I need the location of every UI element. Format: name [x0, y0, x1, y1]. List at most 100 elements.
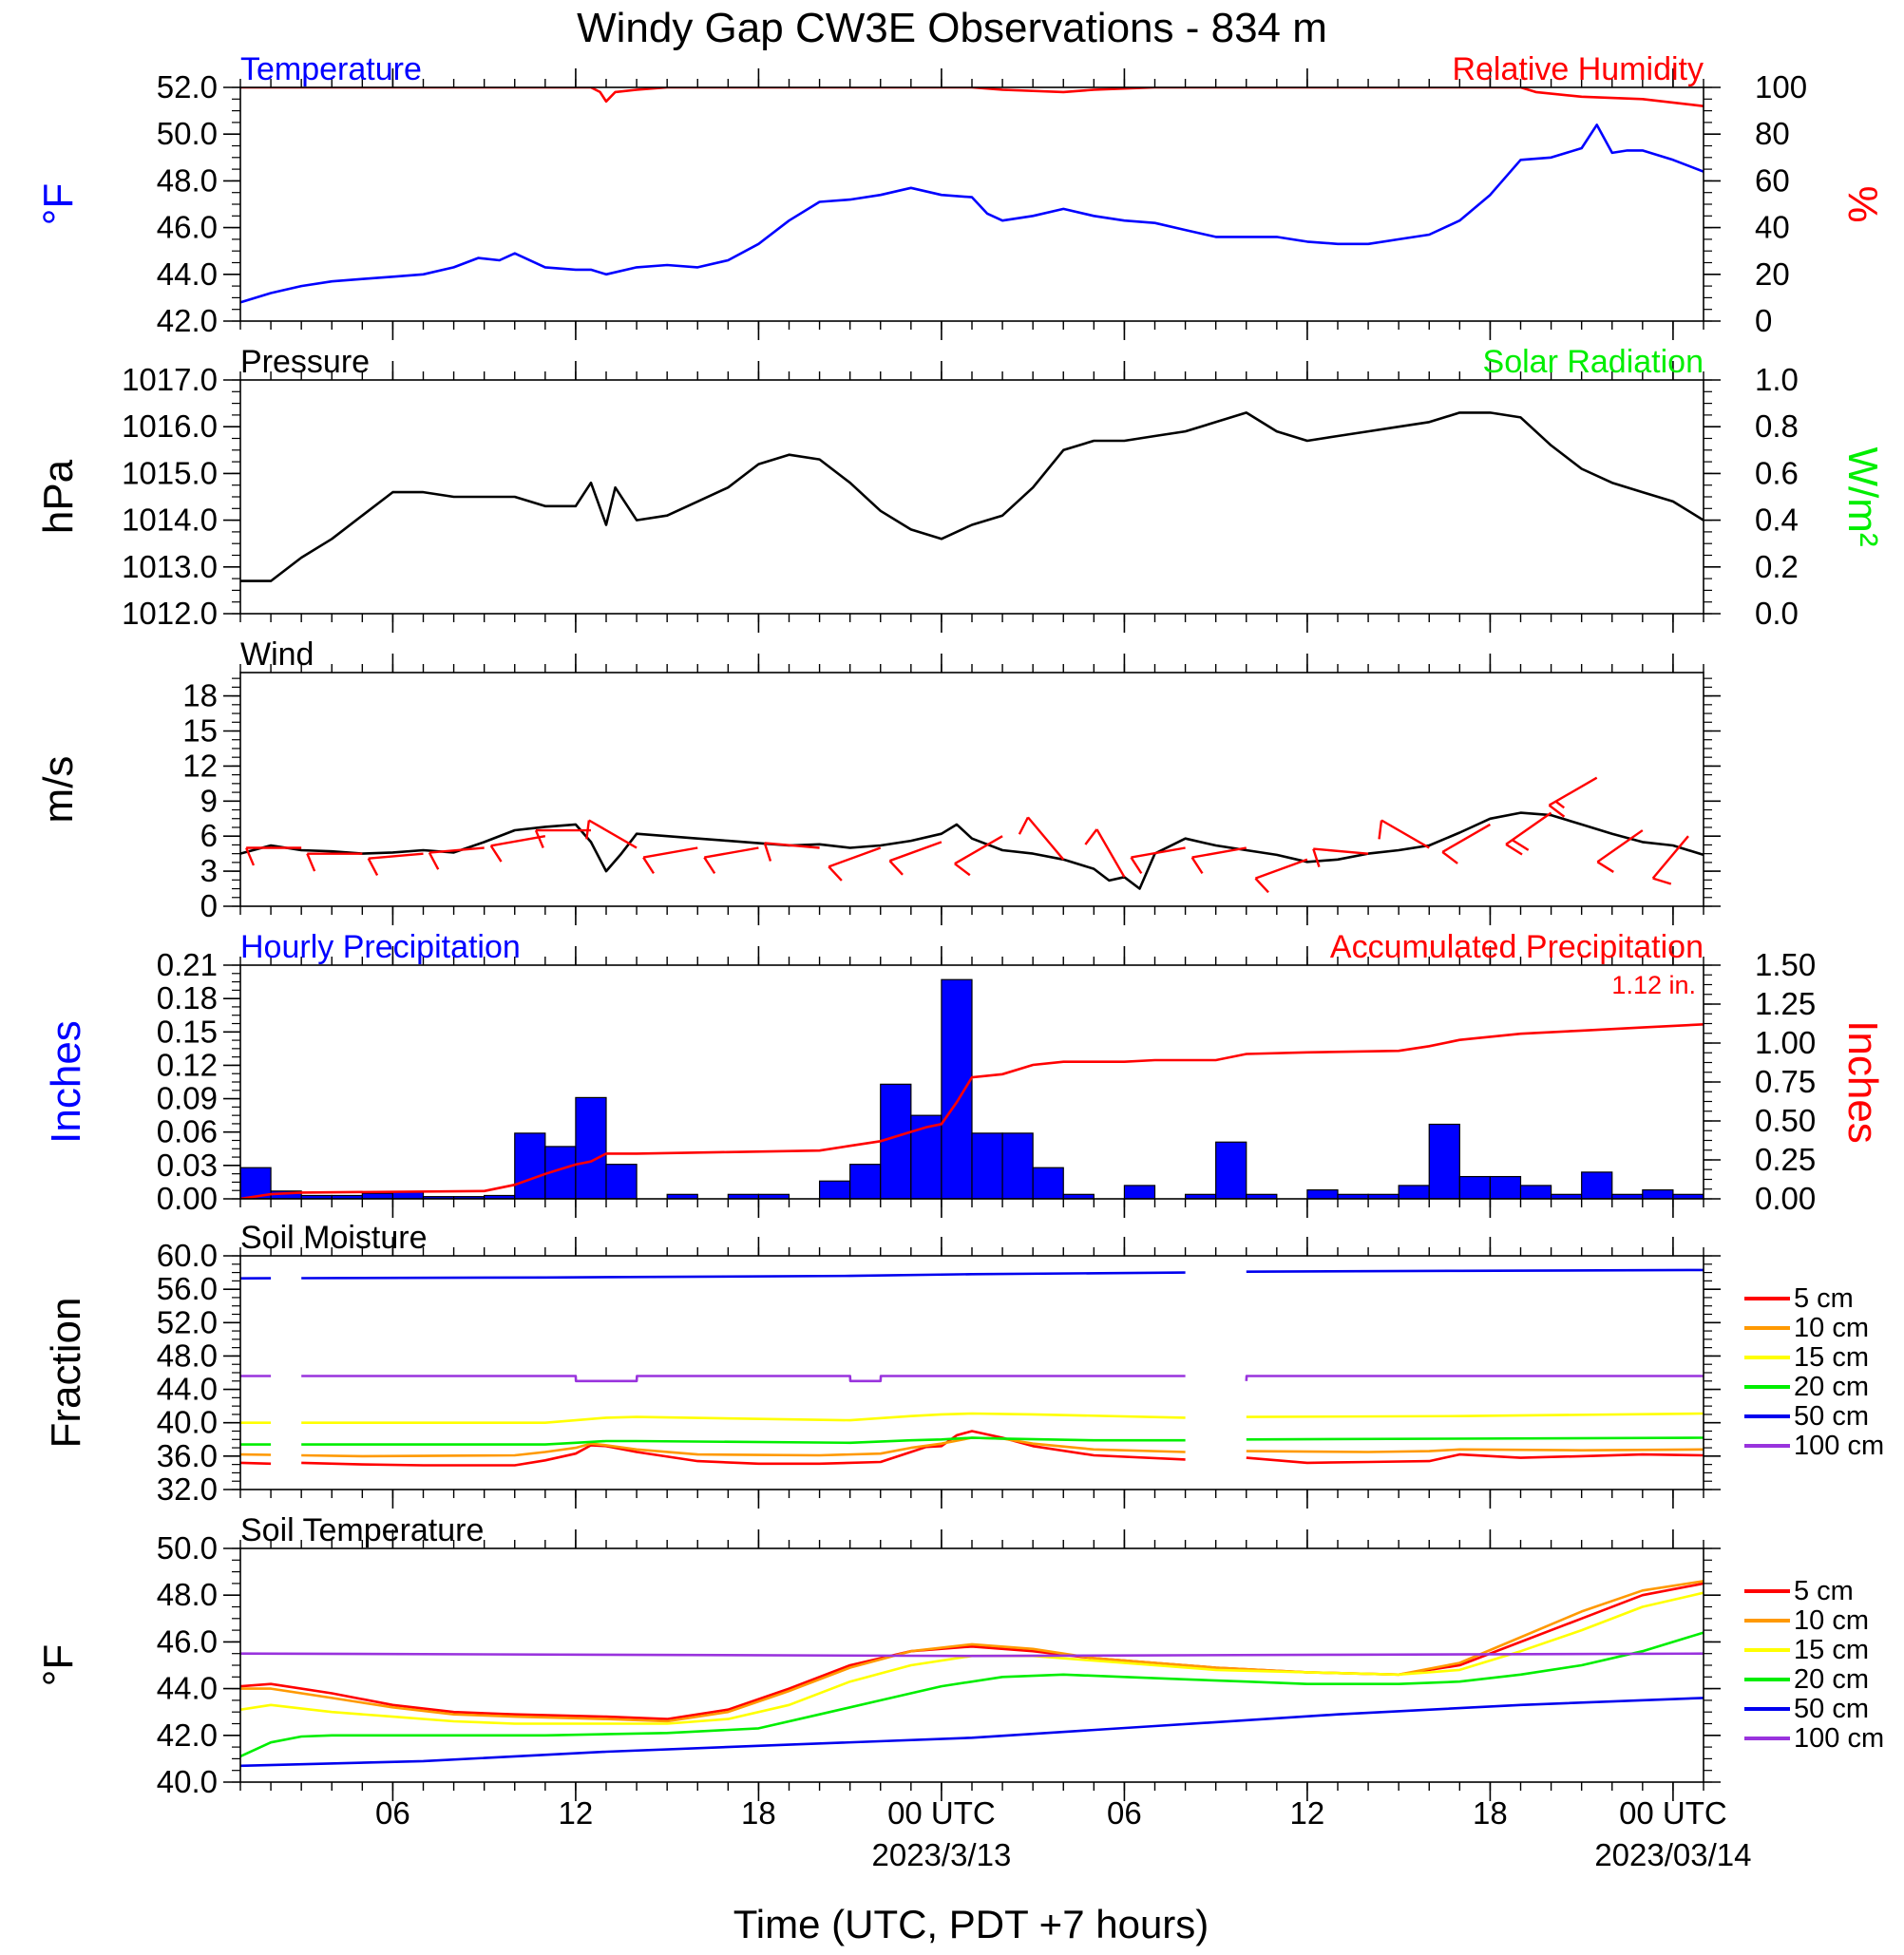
y-tick-label: 32.0 — [157, 1471, 218, 1507]
y-axis-label: °F — [35, 183, 82, 225]
plot-area — [240, 811, 1704, 890]
temp-rh-series-line — [240, 123, 1704, 304]
precip-bar — [1519, 1185, 1552, 1199]
panel-right-title: Solar Radiation — [1483, 344, 1704, 380]
y2-tick-label: 80 — [1755, 116, 1790, 151]
x-axis-title: Time (UTC, PDT +7 hours) — [733, 1902, 1209, 1946]
y-tick-label: 42.0 — [157, 1718, 218, 1753]
wind-barb-staff — [889, 841, 942, 863]
y-tick-label: 36.0 — [157, 1438, 218, 1473]
y2-axis-label: Inches — [1839, 1020, 1886, 1144]
y-axis-label: °F — [35, 1644, 82, 1686]
wind-barb-staff — [704, 846, 759, 859]
panel-soil-temperature: 40.0 42.0 44.0 46.0 48.0 50.0 Soil Temperature… — [35, 1512, 1884, 1801]
wind-barb-flag — [1018, 816, 1030, 835]
y-tick-label: 46.0 — [157, 1623, 218, 1659]
soil-moisture-series-line — [301, 1436, 1186, 1446]
precip-bar — [1215, 1141, 1247, 1199]
precip-bar — [1642, 1189, 1674, 1199]
accumulated-precip-line — [240, 1023, 1704, 1199]
panel-pressure: 1012.0 1013.0 1014.0 1015.0 1016.0 1017.0 0.0 0… — [35, 344, 1886, 633]
precip-bar — [818, 1180, 851, 1199]
legend-label: 100 cm — [1794, 1723, 1884, 1754]
wind-barb-flag — [642, 856, 656, 875]
precip-bar — [666, 1193, 698, 1199]
wind-barb-staff — [1380, 819, 1430, 849]
panel-left-title: Pressure — [240, 344, 370, 380]
precip-bar — [757, 1193, 790, 1199]
wind-barb-staff — [1191, 846, 1247, 859]
wind-barb-flag — [1254, 877, 1269, 894]
y-tick-label: 44.0 — [157, 1671, 218, 1706]
wind-barb-staff — [1095, 828, 1126, 878]
y2-tick-label: 0.6 — [1755, 455, 1799, 490]
legend-label: 100 cm — [1794, 1431, 1884, 1461]
precip-bar — [361, 1192, 394, 1199]
soil-moisture-series-line — [1246, 1268, 1704, 1273]
panel-soil-moisture: 32.036.040.044.048.052.056.060.0 Soil Moi… — [43, 1220, 1884, 1509]
wind-barb-staff — [1255, 858, 1308, 880]
y-tick-label: 1014.0 — [122, 503, 218, 538]
y-tick-label: 50.0 — [157, 116, 218, 151]
wind-barb-staff — [764, 842, 820, 849]
wind-barb-flag — [367, 858, 379, 876]
y2-axis-label: W/m² — [1839, 446, 1886, 546]
wind-barb-staff — [828, 846, 882, 868]
accumulated-total-label: 1.12 in. — [1611, 971, 1696, 999]
wind-barb-flag — [1652, 877, 1672, 885]
y2-tick-label: 0.8 — [1755, 408, 1799, 444]
y-tick-label: 18 — [182, 678, 218, 713]
soil-temperature-series-line — [240, 1631, 1704, 1758]
legend-label: 10 cm — [1794, 1313, 1869, 1343]
legend-label: 5 cm — [1794, 1283, 1854, 1314]
soil-temperature-series-line — [240, 1652, 1704, 1658]
wind-barb-staff — [1651, 835, 1689, 880]
y2-tick-label: 40 — [1755, 210, 1790, 245]
y-tick-label: 42.0 — [157, 303, 218, 338]
y-axis-label: m/s — [35, 756, 82, 824]
soil-moisture-series-line — [1246, 1412, 1704, 1418]
wind-barb-flag — [534, 829, 544, 848]
y-tick-label: 1013.0 — [122, 549, 218, 584]
soil-moisture-series-line — [1246, 1436, 1704, 1441]
panel-frame — [239, 86, 1704, 322]
wind-barb-staff — [1313, 847, 1369, 855]
soil-moisture-series-line — [1245, 1375, 1704, 1381]
y-tick-label: 60.0 — [157, 1238, 218, 1273]
precip-bar — [1581, 1171, 1613, 1199]
x-tick-label: 06 — [1107, 1795, 1142, 1831]
precip-bar — [880, 1083, 912, 1199]
y-tick-label: 40.0 — [157, 1405, 218, 1440]
wind-barb-staff — [1027, 816, 1065, 861]
y-tick-label: 1015.0 — [122, 455, 218, 490]
wind-barb-flag — [828, 865, 843, 882]
panel-left-title: Soil Moisture — [240, 1220, 428, 1256]
x-axis-labels: 06 12 18 00 UTC 2023/3/13 06 12 18 00 UTC 2023/03… — [375, 1795, 1751, 1872]
panel-temp-rh: 42.0 44.0 46.0 48.0 50.0 52.0 0 20 40 60 80 100 Temp… — [35, 51, 1886, 340]
y-tick-label: 0.09 — [157, 1081, 218, 1116]
y-axis-label: hPa — [35, 459, 82, 534]
soil-moisture-series-line — [1246, 1452, 1704, 1465]
soil-temperature-series-line — [240, 1580, 1704, 1723]
y2-tick-label: 0.00 — [1755, 1181, 1816, 1216]
wind-series-line — [240, 811, 1704, 890]
soil-moisture-series-line — [301, 1375, 1186, 1383]
wind-barb-staff — [1505, 811, 1552, 845]
soil-moisture-series-line — [301, 1271, 1186, 1280]
y-tick-label: 52.0 — [157, 69, 218, 104]
pressure-series-line — [240, 411, 1704, 582]
panel-precip: 0.000.030.060.090.120.150.180.210.000.25… — [43, 929, 1886, 1218]
y2-tick-label: 100 — [1755, 69, 1807, 104]
y-tick-label: 0.15 — [157, 1014, 218, 1049]
y-tick-label: 0.21 — [157, 947, 218, 982]
x-date-label: 2023/03/14 — [1594, 1837, 1751, 1872]
y2-tick-label: 0.25 — [1755, 1142, 1816, 1177]
x-tick-label: 00 UTC — [887, 1795, 996, 1831]
wind-barb-flag — [306, 853, 316, 872]
y2-tick-label: 0.75 — [1755, 1064, 1816, 1099]
panel-right-title: Accumulated Precipitation — [1330, 929, 1704, 965]
wind-barb-flag — [1512, 839, 1530, 851]
y2-tick-label: 1.50 — [1755, 947, 1816, 982]
